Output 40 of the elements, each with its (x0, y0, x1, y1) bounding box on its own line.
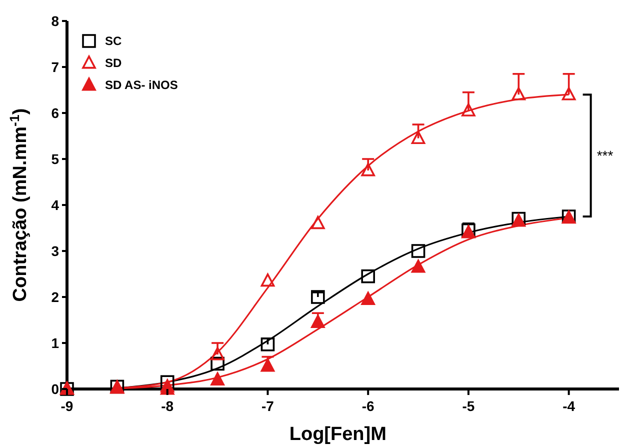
y-tick-label: 1 (51, 334, 60, 351)
point (311, 314, 325, 328)
point (210, 356, 224, 371)
x-tick-label: -4 (562, 398, 576, 414)
point (512, 87, 526, 100)
point (160, 375, 174, 389)
point (411, 244, 426, 258)
point (562, 87, 576, 100)
y-tick-label: 7 (51, 58, 60, 75)
point (411, 130, 426, 144)
y-tick-label: 0 (51, 380, 60, 397)
point (311, 216, 325, 230)
legend-label: SD AS- iNOS (105, 78, 178, 92)
x-tick-label: -7 (262, 398, 274, 414)
annotation: *** (596, 147, 614, 164)
point (260, 358, 275, 372)
point (311, 290, 325, 304)
point (462, 103, 476, 116)
x-tick-label: -9 (60, 398, 74, 414)
x-tick-label: -8 (161, 398, 174, 414)
point (361, 163, 375, 176)
y-tick-label: 6 (51, 104, 60, 121)
x-tick-label: -6 (362, 398, 375, 414)
point (210, 347, 224, 360)
point (260, 337, 275, 352)
y-tick-label: 3 (51, 242, 60, 259)
y-tick-label: 8 (51, 12, 60, 29)
y-tick-label: 2 (51, 288, 60, 305)
point (160, 382, 174, 395)
legend-label: SC (105, 34, 122, 48)
point (210, 372, 224, 386)
x-tick-label: -5 (462, 398, 475, 414)
y-tick-label: 4 (51, 196, 60, 213)
point (411, 260, 426, 273)
legend-label: SD (105, 56, 122, 70)
y-tick-label: 5 (51, 150, 60, 167)
point (361, 269, 375, 284)
point (361, 292, 375, 305)
point (260, 273, 275, 287)
x-axis-title: Log[Fen]M (289, 424, 386, 445)
